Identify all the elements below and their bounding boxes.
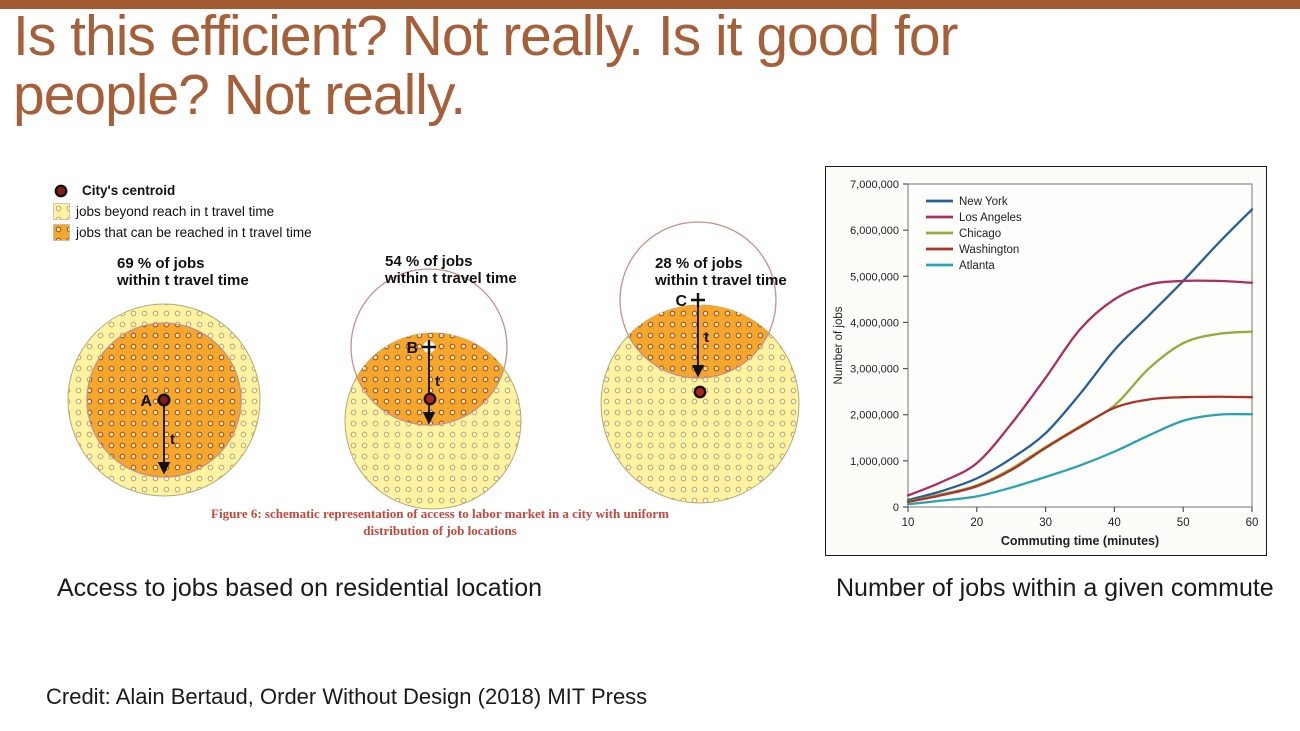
access-diagram: A t B t [40,220,820,550]
panel-c: C t [600,221,800,504]
legend-item-reachable: jobs that can be reached in t travel tim… [46,222,312,243]
legend-label-chicago: Chicago [959,228,1001,240]
orange-dots-swatch-icon [46,224,76,241]
legend-label: jobs that can be reached in t travel tim… [76,225,312,240]
point-label: B [406,340,418,357]
x-tick-label: 60 [1246,517,1259,529]
y-tick-label: 6,000,000 [850,225,899,237]
jobs-commute-chart: 0 1,000,000 2,000,000 3,000,000 4,000,000 5,0… [825,166,1267,556]
centroid-dot [423,392,437,406]
y-tick-label: 4,000,000 [850,317,899,329]
y-tick-label: 2,000,000 [850,410,899,422]
x-tick-label: 40 [1108,517,1121,529]
resident-cross [422,340,436,354]
panel-b: B t [344,268,522,510]
point-label: C [675,293,687,310]
figure-caption: Figure 6: schematic representation of ac… [211,506,669,538]
x-axis-title: Commuting time (minutes) [1001,534,1159,548]
legend-label-atlanta: Atlanta [959,260,995,272]
caption-left: Access to jobs based on residential loca… [57,574,543,602]
legend-item-centroid: City's centroid [46,180,312,201]
y-tick-label: 1,000,000 [850,456,899,468]
panel-c-percent-label: 28 % of jobs within t travel time [655,255,787,289]
travel-circle-outline [619,221,777,379]
centroid-dot [693,385,707,399]
travel-time-area [620,305,776,378]
panel-a: A t [67,303,261,497]
y-tick-label: 3,000,000 [850,364,899,376]
centroid-dot [157,393,171,407]
y-tick-label: 7,000,000 [850,179,899,191]
time-label: t [704,329,709,346]
legend-label-new-york: New York [959,196,1008,208]
point-label: A [140,393,152,410]
series-line-washington [906,395,1254,504]
y-axis-title: Number of jobs [833,306,845,384]
y-tick-label: 5,000,000 [850,271,899,283]
time-label: t [170,431,175,448]
resident-cross [691,293,705,307]
legend-item-beyond-reach: jobs beyond reach in t travel time [46,201,312,222]
caption-right: Number of jobs within a given commute [836,574,1274,602]
x-tick-label: 50 [1177,517,1190,529]
diagram-legend: City's centroid jobs beyond reach in t t… [46,180,312,243]
legend-label-los-angeles: Los Angeles [959,212,1022,224]
time-label: t [435,373,440,390]
slide-title: Is this efficient? Not really. Is it goo… [13,4,959,127]
series-line-new-york [906,208,1254,502]
series-line-los-angeles [906,279,1254,497]
legend-label: City's centroid [82,183,176,198]
y-tick-label: 0 [893,502,899,514]
centroid-dot-icon [46,183,76,199]
panel-a-percent-label: 69 % of jobs within t travel time [117,255,249,289]
light-dots-swatch-icon [46,203,76,220]
x-tick-label: 30 [1039,517,1052,529]
credit-line: Credit: Alain Bertaud, Order Without Des… [46,684,648,709]
panel-b-percent-label: 54 % of jobs within t travel time [385,253,517,287]
slide-accent-bar [0,0,1300,9]
travel-circle-outline [350,268,508,426]
x-tick-label: 20 [970,517,983,529]
plot-frame [907,183,1253,508]
x-tick-label: 10 [902,517,915,529]
legend-label-washington: Washington [959,244,1019,256]
series-line-atlanta [906,412,1254,506]
legend-label: jobs beyond reach in t travel time [76,204,275,219]
